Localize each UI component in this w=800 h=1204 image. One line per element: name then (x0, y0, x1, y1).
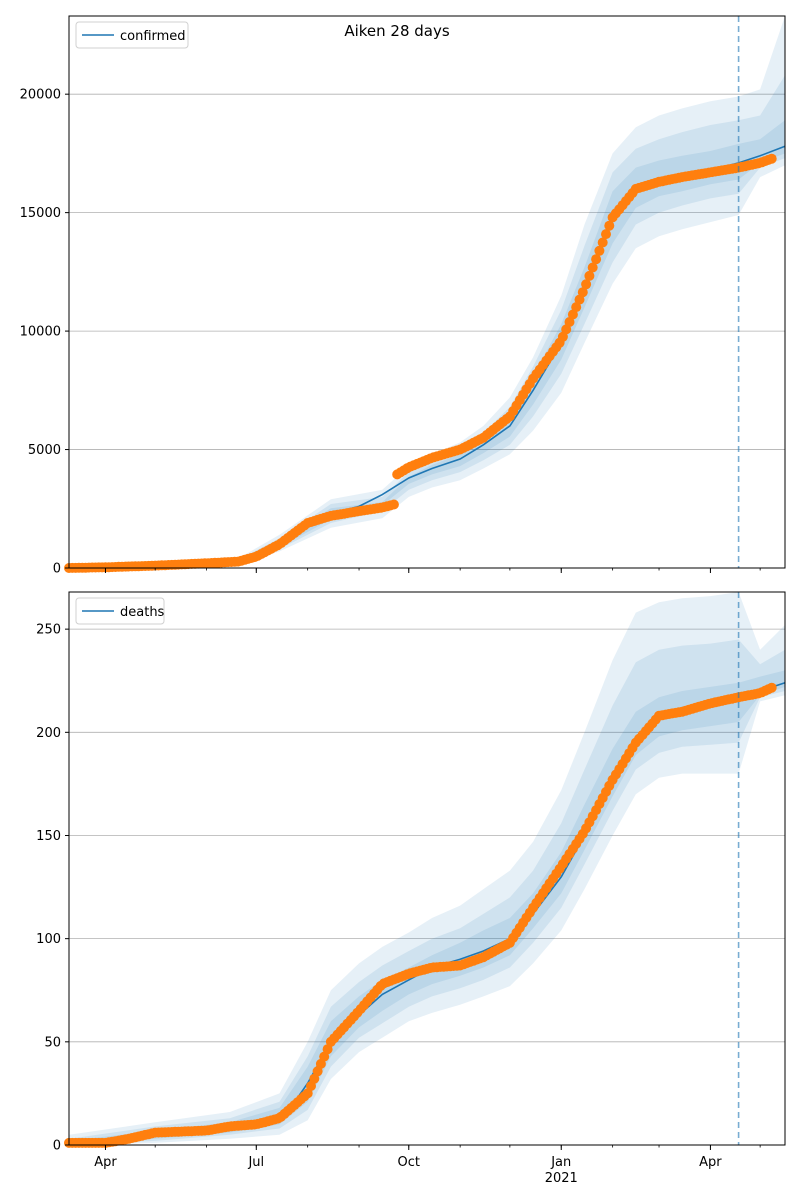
x-tick-label: Oct (398, 1155, 420, 1170)
axes-frame (68, 15, 786, 569)
observed-point (766, 682, 777, 693)
figure-title: Aiken 28 days (344, 22, 450, 40)
y-tick-label: 50 (44, 1035, 61, 1050)
legend-box (75, 597, 165, 625)
observed-point (587, 262, 598, 273)
axes-frame (68, 591, 786, 1146)
observed-point (591, 254, 602, 265)
x-tick-label: Apr (699, 1155, 722, 1170)
y-tick-label: 0 (53, 1139, 61, 1154)
legend-label: deaths (120, 605, 165, 620)
observed-point (597, 237, 608, 248)
uncertainty-band (69, 639, 785, 1145)
legend-label: confirmed (120, 29, 186, 44)
uncertainty-band (69, 592, 785, 1145)
y-tick-label: 15000 (20, 206, 61, 221)
y-tick-label: 5000 (28, 443, 61, 458)
y-tick-label: 20000 (20, 88, 61, 103)
legend-box (75, 21, 189, 49)
x-tick-sublabel: 2021 (545, 1171, 578, 1186)
observed-point (577, 287, 588, 298)
observed-point (581, 279, 592, 290)
observed-point (571, 302, 582, 313)
legend: confirmed (75, 21, 189, 49)
y-tick-label: 250 (36, 623, 61, 638)
observed-point (766, 153, 777, 164)
confirmed-panel: 0 5000 10000 15000 20000 confirmed (20, 15, 786, 577)
observed-point (388, 499, 399, 510)
y-tick-label: 100 (36, 932, 61, 947)
observed-point (564, 317, 575, 327)
y-tick-label: 150 (36, 829, 61, 844)
observed-point (601, 229, 611, 240)
observed-point (584, 270, 595, 281)
x-tick-label: Jan (550, 1155, 571, 1170)
observed-point (604, 220, 615, 231)
observed-point (594, 245, 605, 256)
legend: deaths (75, 597, 165, 625)
y-tick-label: 200 (36, 726, 61, 741)
y-tick-label: 0 (53, 562, 61, 577)
x-tick-label: Apr (94, 1155, 117, 1170)
y-tick-label: 10000 (20, 325, 61, 340)
uncertainty-band (69, 75, 785, 568)
x-tick-label: Jul (247, 1155, 264, 1170)
